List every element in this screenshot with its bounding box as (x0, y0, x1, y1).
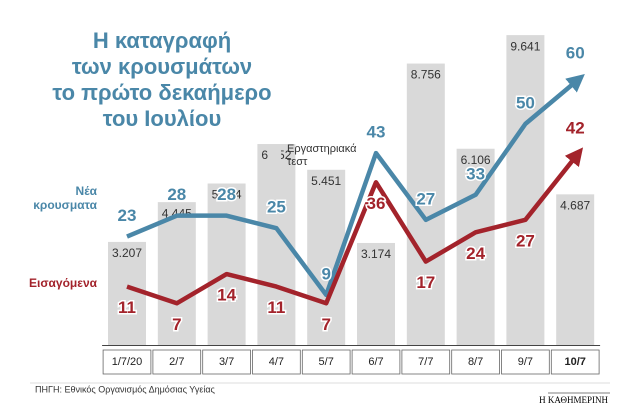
x-tick-box (451, 349, 500, 375)
x-tick-box (102, 349, 152, 375)
point-label: 27 (516, 231, 535, 250)
series-label: Εισαγόμενα (28, 276, 97, 290)
line-series (126, 74, 585, 298)
point-label: 25 (267, 198, 286, 217)
x-tick-label: 8/7 (468, 356, 483, 368)
point-label: 7 (321, 315, 330, 334)
point-label: 24 (466, 244, 485, 263)
x-tick-box (401, 349, 451, 375)
x-tick-label: 2/7 (169, 356, 184, 368)
x-tick-box (501, 349, 550, 375)
legend-label: Εργαστηριακά τεστ (287, 143, 357, 168)
bar (157, 202, 196, 345)
point-label: 23 (118, 206, 137, 225)
point-label: 27 (416, 189, 435, 208)
legend-swatch (268, 146, 281, 159)
x-tick-box (152, 349, 202, 375)
labels: 23 28 28 25 9 43 27 33 50 60 11 7 14 11 7 36 17 24 27 42 (116, 42, 586, 335)
point-label: 42 (566, 119, 585, 138)
x-tick-label: 7/7 (418, 356, 433, 368)
bar (556, 194, 595, 345)
bar (207, 183, 246, 345)
point-label: 43 (367, 123, 386, 142)
bar-value-label: 3.174 (361, 247, 391, 261)
x-tick-box (301, 349, 351, 375)
x-tick-label: 9/7 (518, 356, 533, 368)
x-tick-label: 10/7 (564, 356, 585, 368)
x-tick-box (550, 349, 600, 375)
bar-value-label: 3.207 (112, 246, 142, 260)
point-label: 36 (367, 194, 386, 213)
bar (108, 241, 146, 345)
bar-value-label: 9.641 (510, 39, 540, 53)
x-tick-label: 4/7 (269, 356, 284, 368)
credit: Η ΚΑΘΗΜΕΡΙΝΗ (539, 395, 608, 405)
bar (357, 242, 395, 345)
point-label: 9 (321, 264, 330, 283)
bar-value-label: 5.451 (311, 174, 341, 188)
line-series (126, 147, 584, 306)
point-label: 50 (516, 93, 535, 112)
point-label: 11 (267, 298, 285, 317)
bar-value-label: 8.756 (411, 68, 441, 82)
series-label: Νέα κρουσματα (33, 184, 97, 212)
bar (456, 148, 495, 345)
point-label: 60 (566, 44, 585, 63)
x-tick-box (351, 349, 401, 375)
x-tick-label: 5/7 (319, 356, 334, 368)
point-label: 11 (118, 298, 136, 317)
x-tick-label: 3/7 (219, 356, 234, 368)
x-tick-label: 6/7 (368, 356, 383, 368)
point-label: 33 (466, 164, 485, 183)
x-tick-box (252, 349, 301, 375)
source: ΠΗΓΗ: Εθνικός Οργανισμός Δημόσιας Υγείας (35, 384, 216, 394)
bar-value-label: 5.024 (212, 188, 242, 202)
chart-title: το πρώτο δεκαήμερο (52, 80, 271, 105)
point-label: 7 (172, 315, 181, 334)
lines (126, 74, 585, 306)
bar-value-label: 6.106 (461, 153, 491, 167)
bars: 1/7/20 2/7 3/7 4/7 5/7 6/7 7/7 8/7 9/7 10/7 3.207 4… (102, 35, 601, 375)
bar (506, 35, 545, 345)
point-label: 28 (217, 185, 236, 204)
chart-title: Η καταγραφή (93, 28, 231, 53)
x-tick-label: 1/7/20 (112, 356, 143, 368)
chart-title: των κρουσμάτων (72, 54, 252, 79)
x-tick-box (202, 349, 251, 375)
bar-value-label: 4.687 (560, 199, 590, 213)
point-label: 14 (217, 286, 236, 305)
point-label: 17 (416, 273, 435, 292)
point-label: 28 (167, 185, 186, 204)
chart-title: του Ιουλίου (103, 106, 222, 131)
